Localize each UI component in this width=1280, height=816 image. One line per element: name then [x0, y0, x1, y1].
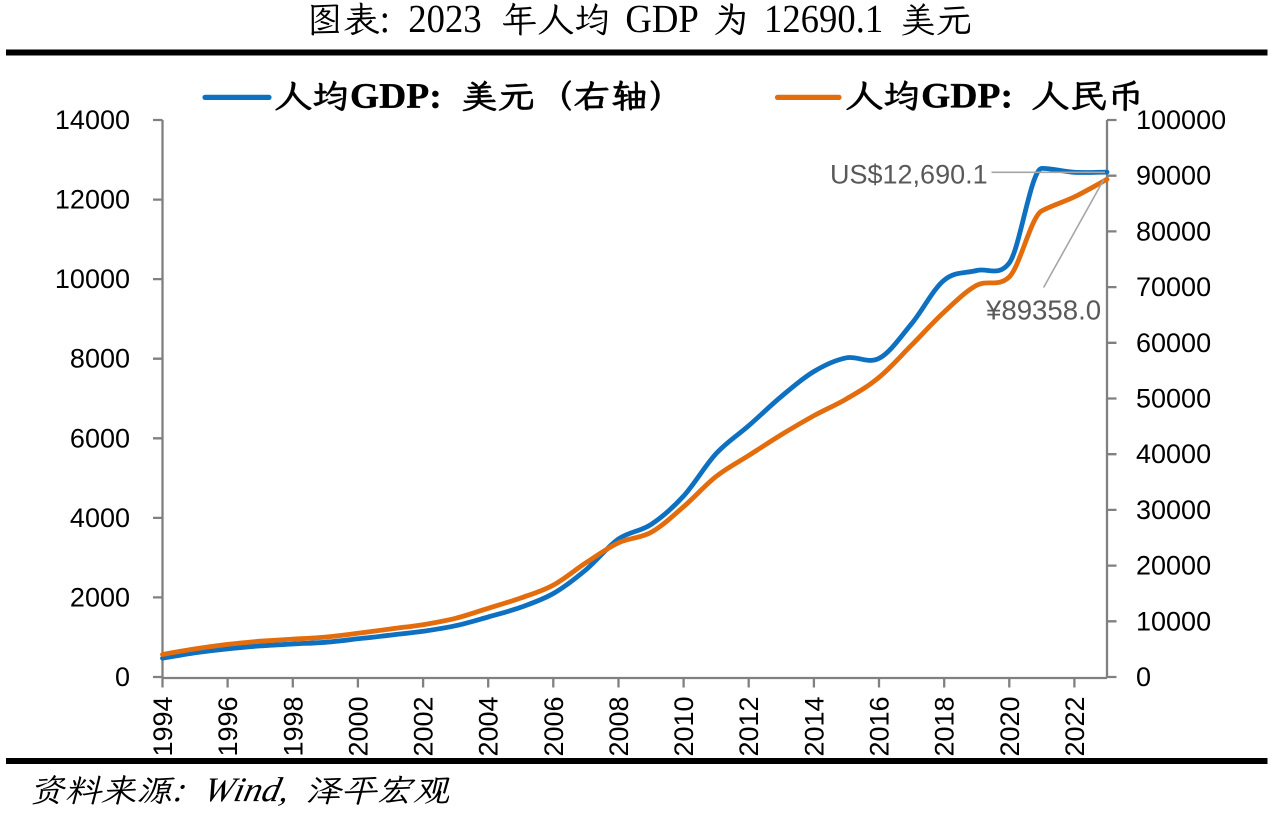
svg-text:2000: 2000 [343, 696, 373, 756]
svg-text:1998: 1998 [278, 696, 308, 756]
svg-text:2020: 2020 [995, 696, 1025, 756]
svg-text:20000: 20000 [1136, 551, 1211, 581]
svg-text:70000: 70000 [1136, 272, 1211, 302]
svg-text:2022: 2022 [1060, 696, 1090, 756]
svg-text:60000: 60000 [1136, 328, 1211, 358]
svg-text:0: 0 [1136, 662, 1151, 692]
svg-text:2016: 2016 [865, 696, 895, 756]
svg-text:2008: 2008 [604, 696, 634, 756]
svg-text:50000: 50000 [1136, 384, 1211, 414]
svg-text:6000: 6000 [70, 423, 130, 453]
svg-text:40000: 40000 [1136, 439, 1211, 469]
svg-text:8000: 8000 [70, 344, 130, 374]
svg-text:10000: 10000 [55, 264, 130, 294]
svg-text:1996: 1996 [213, 696, 243, 756]
svg-text:10000: 10000 [1136, 606, 1211, 636]
svg-text:2000: 2000 [70, 582, 130, 612]
svg-text:30000: 30000 [1136, 495, 1211, 525]
svg-text:2006: 2006 [539, 696, 569, 756]
svg-text:¥89358.0: ¥89358.0 [985, 295, 1101, 326]
svg-text:0: 0 [115, 662, 130, 692]
svg-text:90000: 90000 [1136, 161, 1211, 191]
svg-text:80000: 80000 [1136, 216, 1211, 246]
svg-text:2018: 2018 [930, 696, 960, 756]
svg-text:2004: 2004 [474, 696, 504, 756]
svg-text:2014: 2014 [799, 696, 829, 756]
svg-text:4000: 4000 [70, 503, 130, 533]
svg-text:2010: 2010 [669, 696, 699, 756]
svg-text:2012: 2012 [734, 696, 764, 756]
svg-text:12000: 12000 [55, 185, 130, 215]
svg-text:US$12,690.1: US$12,690.1 [830, 160, 988, 190]
svg-text:2002: 2002 [409, 696, 439, 756]
svg-text:100000: 100000 [1136, 105, 1226, 135]
svg-text:14000: 14000 [55, 105, 130, 135]
svg-text:1994: 1994 [148, 696, 178, 756]
